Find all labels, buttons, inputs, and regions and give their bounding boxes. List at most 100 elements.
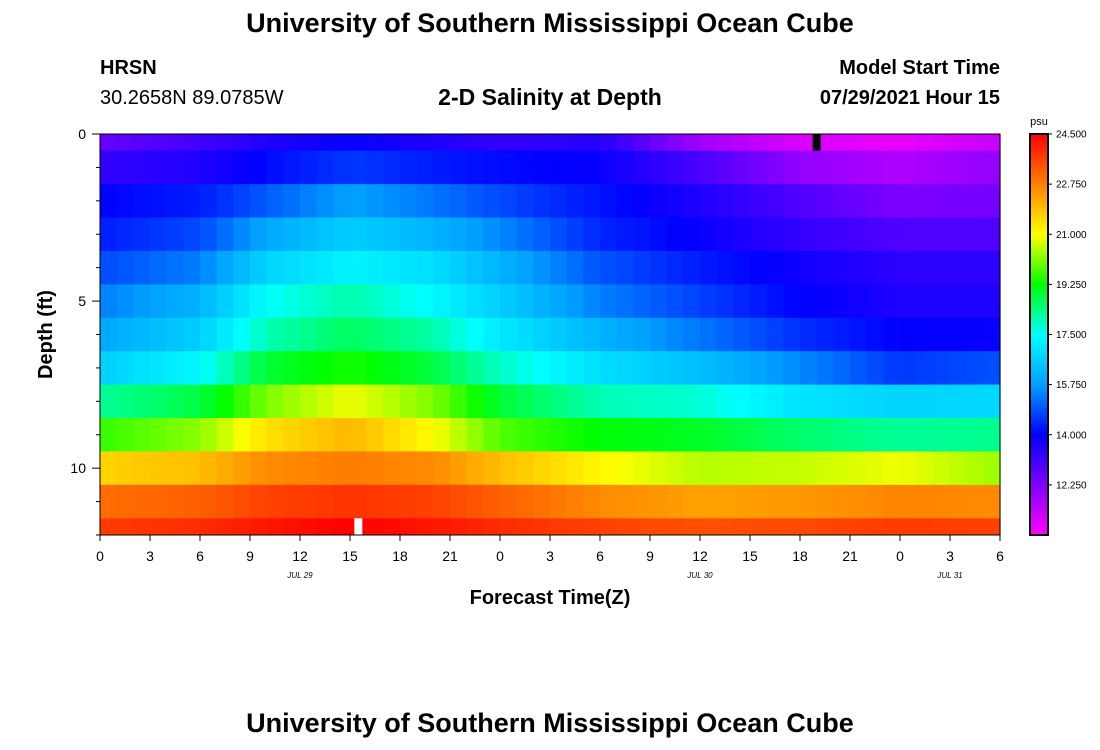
heatmap-cell <box>533 418 551 452</box>
heatmap-cell <box>400 518 418 536</box>
heatmap-cell <box>333 351 351 386</box>
heatmap-cell <box>400 284 418 319</box>
heatmap-cell <box>766 217 784 252</box>
heatmap-cell <box>650 217 668 252</box>
heatmap-cell <box>483 284 501 319</box>
heatmap-cell <box>750 217 768 252</box>
heatmap-cell <box>816 250 834 285</box>
heatmap-cell <box>733 317 751 352</box>
heatmap-cell <box>733 184 751 218</box>
heatmap-cell <box>566 451 584 486</box>
heatmap-cell <box>950 351 968 386</box>
heatmap-cell <box>133 451 151 486</box>
heatmap-cell <box>750 418 768 452</box>
x-tick-label: 15 <box>742 548 758 564</box>
heatmap-cell <box>216 518 234 536</box>
heatmap-cell <box>566 484 584 519</box>
heatmap-cell <box>566 217 584 252</box>
heatmap-cell <box>866 518 884 536</box>
heatmap-cell <box>933 184 951 218</box>
heatmap-cell <box>100 284 118 319</box>
heatmap-cell <box>850 150 868 185</box>
heatmap-cell <box>633 284 651 319</box>
heatmap-cell <box>383 184 401 218</box>
heatmap-cell <box>433 418 451 452</box>
heatmap-cell <box>383 418 401 452</box>
heatmap-cell <box>283 150 301 185</box>
heatmap-marker <box>812 134 821 151</box>
heatmap-cell <box>300 150 318 185</box>
heatmap-cell <box>966 317 984 352</box>
heatmap-cell <box>133 384 151 419</box>
heatmap-cell <box>466 150 484 185</box>
heatmap-cell <box>533 384 551 419</box>
heatmap-cell <box>450 384 468 419</box>
heatmap-cell <box>500 284 518 319</box>
heatmap-cell <box>200 184 218 218</box>
heatmap-cell <box>266 134 284 152</box>
heatmap-cell <box>366 250 384 285</box>
heatmap-cell <box>800 250 818 285</box>
heatmap-cell <box>166 217 184 252</box>
heatmap-cell <box>833 418 851 452</box>
heatmap-cell <box>733 250 751 285</box>
heatmap-cell <box>583 451 601 486</box>
heatmap-cell <box>183 184 201 218</box>
heatmap-cell <box>383 284 401 319</box>
heatmap-cell <box>700 451 718 486</box>
heatmap-cell <box>816 418 834 452</box>
heatmap-cell <box>966 134 984 152</box>
heatmap-cell <box>466 317 484 352</box>
heatmap-cell <box>733 134 751 152</box>
heatmap-cell <box>650 518 668 536</box>
heatmap-cell <box>400 150 418 185</box>
heatmap-cell <box>300 351 318 386</box>
heatmap-cell <box>616 184 634 218</box>
heatmap-cell <box>166 150 184 185</box>
heatmap-cell <box>283 518 301 536</box>
heatmap-cell <box>966 484 984 519</box>
heatmap-cell <box>750 134 768 152</box>
heatmap-cell <box>566 134 584 152</box>
heatmap-cell <box>766 384 784 419</box>
x-tick-label: 12 <box>692 548 708 564</box>
heatmap-cell <box>866 184 884 218</box>
heatmap-cell <box>883 317 901 352</box>
heatmap-cell <box>133 418 151 452</box>
heatmap-cell <box>483 250 501 285</box>
heatmap-cell <box>433 384 451 419</box>
heatmap-cell <box>700 250 718 285</box>
heatmap-cell <box>783 150 801 185</box>
heatmap-cell <box>416 284 434 319</box>
heatmap-cell <box>316 451 334 486</box>
heatmap-cell <box>783 217 801 252</box>
heatmap-cell <box>450 217 468 252</box>
heatmap-cell <box>633 184 651 218</box>
heatmap-cell <box>766 134 784 152</box>
heatmap-cell <box>516 184 534 218</box>
heatmap-cell <box>616 317 634 352</box>
heatmap-cell <box>250 418 268 452</box>
heatmap-cell <box>966 451 984 486</box>
heatmap-cell <box>816 284 834 319</box>
heatmap-cell <box>416 351 434 386</box>
x-tick-label: 6 <box>596 548 604 564</box>
heatmap-cell <box>416 250 434 285</box>
heatmap-cell <box>233 451 251 486</box>
heatmap-cell <box>533 184 551 218</box>
model-start-value: 07/29/2021 Hour 15 <box>819 87 1000 109</box>
colorbar-tick-label: 22.750 <box>1056 180 1087 191</box>
heatmap-cell <box>433 484 451 519</box>
heatmap-cell <box>650 284 668 319</box>
heatmap-cell <box>366 284 384 319</box>
heatmap-cell <box>100 184 118 218</box>
heatmap-cell <box>616 351 634 386</box>
heatmap-cell <box>850 418 868 452</box>
heatmap-cell <box>683 484 701 519</box>
heatmap-cell <box>416 484 434 519</box>
heatmap-cell <box>616 451 634 486</box>
heatmap-cell <box>933 317 951 352</box>
heatmap-cell <box>150 150 168 185</box>
heatmap-cell <box>850 317 868 352</box>
heatmap-cell <box>816 451 834 486</box>
